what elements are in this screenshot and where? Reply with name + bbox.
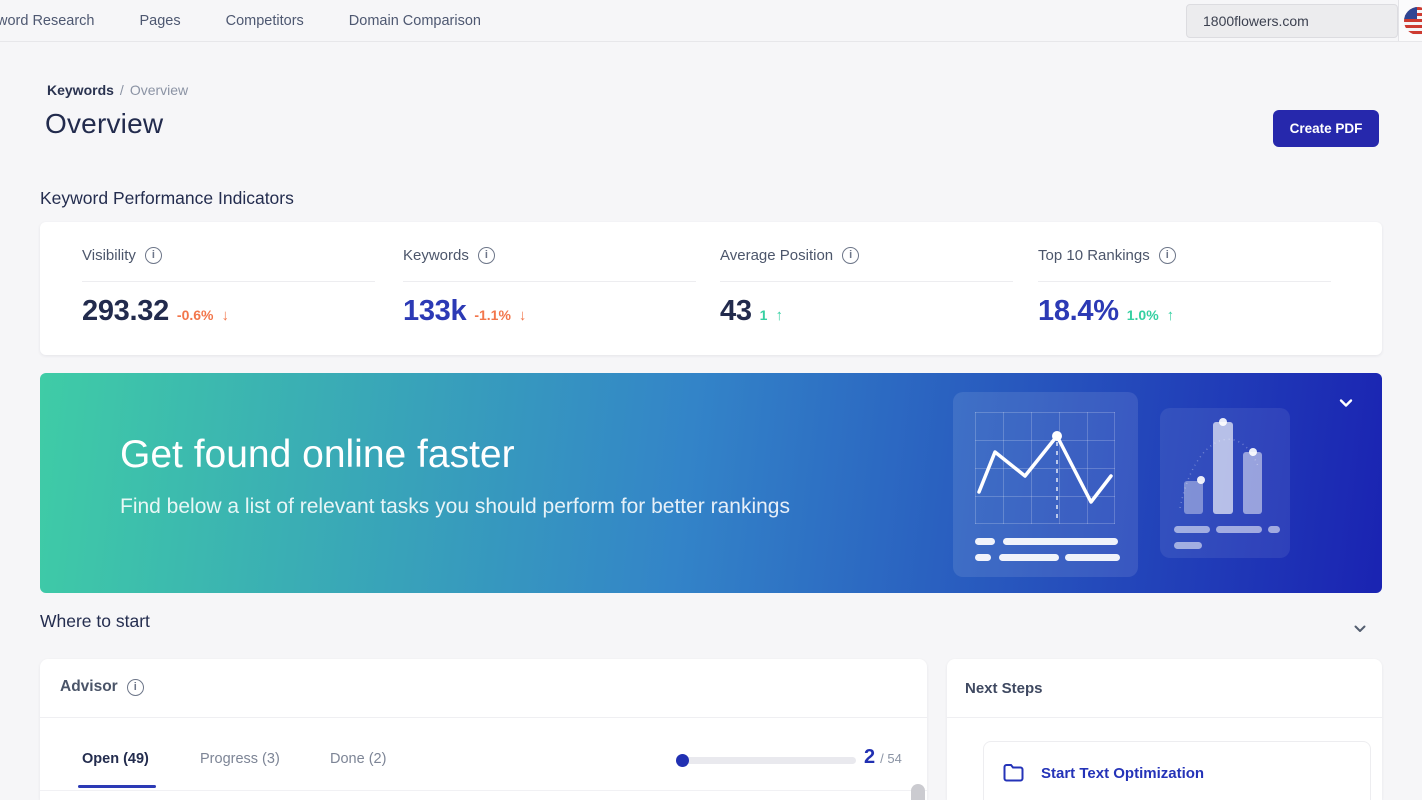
breadcrumb-overview: Overview <box>129 82 189 98</box>
tab-progress[interactable]: Progress (3) <box>200 751 280 767</box>
tab-open[interactable]: Open (49) <box>82 751 149 767</box>
divider <box>947 717 1382 718</box>
bar-chart-illustration <box>1160 408 1290 558</box>
next-steps-title: Next Steps <box>965 680 1043 697</box>
kpi-top10-rankings-label: Top 10 Rankings <box>1038 247 1150 264</box>
kpi-keywords: Keywords i 133k -1.1% ↓ <box>403 222 699 355</box>
divider <box>40 790 927 791</box>
kpi-visibility: Visibility i 293.32 -0.6% ↓ <box>82 222 378 355</box>
page-title: Overview <box>45 108 164 139</box>
text-placeholder <box>1268 526 1280 533</box>
where-to-start-chevron-down-icon[interactable] <box>1351 620 1369 638</box>
bar-dot <box>1249 448 1257 456</box>
text-placeholder <box>975 554 991 561</box>
line-chart-graphic <box>975 412 1115 524</box>
start-text-optimization-link[interactable]: Start Text Optimization <box>1041 765 1205 782</box>
kpi-keywords-value-link[interactable]: 133k <box>403 295 467 327</box>
kpi-visibility-value: 293.32 <box>82 295 169 327</box>
nav-domain-comparison[interactable]: Domain Comparison <box>348 13 481 29</box>
nav-competitors[interactable]: Competitors <box>225 13 304 29</box>
domain-selector[interactable]: 1800flowers.com <box>1186 4 1398 38</box>
arrow-down-icon: ↓ <box>518 307 527 324</box>
active-tab-indicator <box>78 785 156 788</box>
arrow-up-icon: ↑ <box>1166 307 1175 324</box>
advisor-promo-banner: Get found online faster Find below a lis… <box>40 373 1382 593</box>
advisor-progress-bar <box>680 757 856 764</box>
kpi-average-position-value: 43 <box>720 295 752 327</box>
kpi-visibility-label: Visibility <box>82 247 136 264</box>
advisor-title: Advisor <box>60 678 118 695</box>
arrow-down-icon: ↓ <box>221 307 229 324</box>
nav-pages[interactable]: Pages <box>139 13 181 29</box>
bar-dot <box>1197 476 1205 484</box>
kpi-top10-rankings-value: 18.4% <box>1038 295 1119 327</box>
info-icon[interactable]: i <box>126 678 144 696</box>
bar-dot <box>1219 418 1227 426</box>
bar-medium <box>1243 452 1262 514</box>
kpi-keywords-label: Keywords <box>403 247 469 264</box>
kpi-average-position-label: Average Position <box>720 247 834 264</box>
us-flag-canton <box>1404 7 1417 19</box>
where-to-start-heading: Where to start <box>40 611 150 631</box>
create-pdf-button[interactable]: Create PDF <box>1273 110 1379 147</box>
breadcrumb-separator: / <box>119 82 124 98</box>
banner-title: Get found online faster <box>120 433 515 476</box>
kpi-section-heading: Keyword Performance Indicators <box>40 188 294 208</box>
progress-total: / 54 <box>880 751 902 766</box>
line-chart-illustration <box>953 392 1138 577</box>
info-icon[interactable]: i <box>842 247 860 264</box>
advisor-card: Advisor i Open (49) Progress (3) Done (2… <box>40 659 927 800</box>
text-placeholder <box>1174 542 1202 549</box>
text-placeholder <box>1174 526 1210 533</box>
text-placeholder <box>1003 538 1118 545</box>
text-placeholder <box>1065 554 1120 561</box>
info-icon[interactable]: i <box>144 247 162 264</box>
us-flag-icon[interactable] <box>1404 7 1422 35</box>
bar-small <box>1184 481 1203 514</box>
main-nav: Keyword Research Pages Competitors Domai… <box>0 0 481 42</box>
bar-tall <box>1213 422 1233 514</box>
domain-selector-value: 1800flowers.com <box>1203 13 1309 29</box>
top-navigation-bar: Keyword Research Pages Competitors Domai… <box>0 0 1422 42</box>
nav-keyword-research[interactable]: Keyword Research <box>0 13 95 29</box>
next-steps-card: Next Steps Start Text Optimization <box>947 659 1382 800</box>
text-placeholder <box>975 538 995 545</box>
info-icon[interactable]: i <box>1158 247 1176 264</box>
text-placeholder <box>999 554 1059 561</box>
progress-current: 2 <box>864 746 876 768</box>
tab-done[interactable]: Done (2) <box>330 751 387 767</box>
info-icon[interactable]: i <box>477 247 495 264</box>
divider <box>1038 281 1331 282</box>
folder-icon <box>1003 764 1024 782</box>
banner-subtitle: Find below a list of relevant tasks you … <box>120 495 790 518</box>
text-placeholder <box>1216 526 1262 533</box>
arrow-up-icon: ↑ <box>775 307 783 324</box>
advisor-progress-count: 2 / 54 <box>864 746 902 769</box>
divider <box>720 281 1013 282</box>
breadcrumb: Keywords / Overview <box>47 82 188 98</box>
kpi-keywords-delta: -1.1% <box>474 307 511 323</box>
next-step-item[interactable]: Start Text Optimization <box>983 741 1371 800</box>
kpi-average-position-delta: 1 <box>759 307 768 323</box>
kpi-visibility-delta: -0.6% <box>176 307 214 323</box>
banner-collapse-chevron-down-icon[interactable] <box>1336 393 1356 413</box>
breadcrumb-keywords[interactable]: Keywords <box>47 82 114 98</box>
divider <box>40 717 927 718</box>
advisor-progress-fill <box>676 754 689 767</box>
divider <box>403 281 696 282</box>
kpi-average-position: Average Position i 43 1 ↑ <box>720 222 1016 355</box>
kpi-top10-rankings-delta: 1.0% <box>1126 307 1159 323</box>
kpi-card: Visibility i 293.32 -0.6% ↓ Keywords i 1… <box>40 222 1382 355</box>
divider <box>82 281 375 282</box>
kpi-top10-rankings: Top 10 Rankings i 18.4% 1.0% ↑ <box>1038 222 1334 355</box>
scrollbar-thumb[interactable] <box>911 784 925 800</box>
